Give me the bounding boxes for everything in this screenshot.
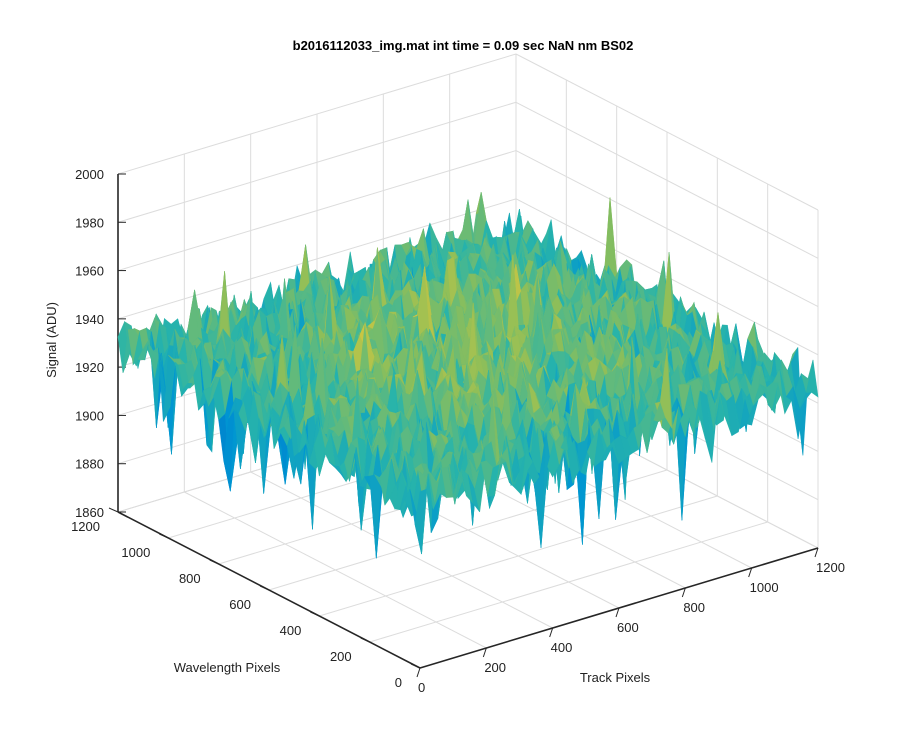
x-tick-label: 200 bbox=[484, 660, 506, 675]
y-tick-mark bbox=[108, 507, 119, 513]
y-tick-label: 0 bbox=[395, 675, 402, 690]
x-tick-mark bbox=[549, 627, 554, 638]
surface-face bbox=[805, 359, 819, 398]
y-tick-label: 1000 bbox=[121, 545, 150, 560]
x-tick-mark bbox=[615, 607, 620, 618]
z-tick-label: 1980 bbox=[75, 215, 104, 230]
y-tick-mark bbox=[209, 559, 219, 565]
x-tick-label: 1200 bbox=[816, 560, 845, 575]
y-tick-label: 200 bbox=[330, 649, 352, 664]
x-tick-mark bbox=[416, 667, 421, 678]
z-axis-label: Signal (ADU) bbox=[44, 302, 59, 378]
floor-grid-line-y bbox=[319, 495, 718, 617]
x-tick-label: 800 bbox=[683, 600, 705, 615]
surface-mesh bbox=[117, 192, 819, 559]
z-tick-label: 1920 bbox=[75, 360, 104, 375]
z-tick-label: 1960 bbox=[75, 264, 104, 279]
x-tick-label: 0 bbox=[418, 680, 425, 695]
x-tick-mark bbox=[482, 647, 487, 658]
y-tick-mark bbox=[310, 611, 320, 617]
y-tick-mark bbox=[410, 663, 421, 669]
back-wall-grid-line-z bbox=[117, 150, 517, 272]
x-tick-label: 600 bbox=[617, 620, 639, 635]
chart-title: b2016112033_img.mat int time = 0.09 sec … bbox=[293, 38, 634, 53]
x-tick-label: 400 bbox=[551, 640, 573, 655]
floor-grid-line-y bbox=[369, 521, 768, 643]
y-tick-label: 600 bbox=[229, 597, 251, 612]
back-wall-grid-line-z bbox=[117, 101, 517, 223]
y-tick-mark bbox=[360, 637, 370, 643]
x-axis-label: Track Pixels bbox=[580, 670, 651, 685]
z-tick-label: 1900 bbox=[75, 408, 104, 423]
z-tick-label: 1940 bbox=[75, 312, 104, 327]
x-tick-mark bbox=[814, 547, 819, 558]
axes bbox=[108, 173, 819, 678]
z-tick-label: 1860 bbox=[75, 505, 104, 520]
y-tick-mark bbox=[159, 533, 169, 539]
y-axis-label: Wavelength Pixels bbox=[174, 660, 281, 675]
z-tick-label: 1880 bbox=[75, 457, 104, 472]
back-wall-grid-line-z bbox=[117, 53, 517, 175]
z-tick-label: 2000 bbox=[75, 167, 104, 182]
y-tick-label: 1200 bbox=[71, 519, 100, 534]
side-wall-grid-line-z bbox=[515, 101, 819, 259]
side-wall-grid-line-z bbox=[515, 53, 819, 211]
y-tick-label: 400 bbox=[280, 623, 302, 638]
x-tick-mark bbox=[681, 587, 686, 598]
side-wall-grid-line-z bbox=[515, 150, 819, 308]
tick-labels: 0 200 400 600 800 1000 1200 0 200 400 600 800 1000 12… bbox=[71, 167, 845, 695]
x-tick-mark bbox=[748, 567, 753, 578]
y-tick-mark bbox=[259, 585, 270, 591]
x-tick-label: 1000 bbox=[750, 580, 779, 595]
y-tick-label: 800 bbox=[179, 571, 201, 586]
back-wall-grid-line-z bbox=[117, 198, 517, 320]
